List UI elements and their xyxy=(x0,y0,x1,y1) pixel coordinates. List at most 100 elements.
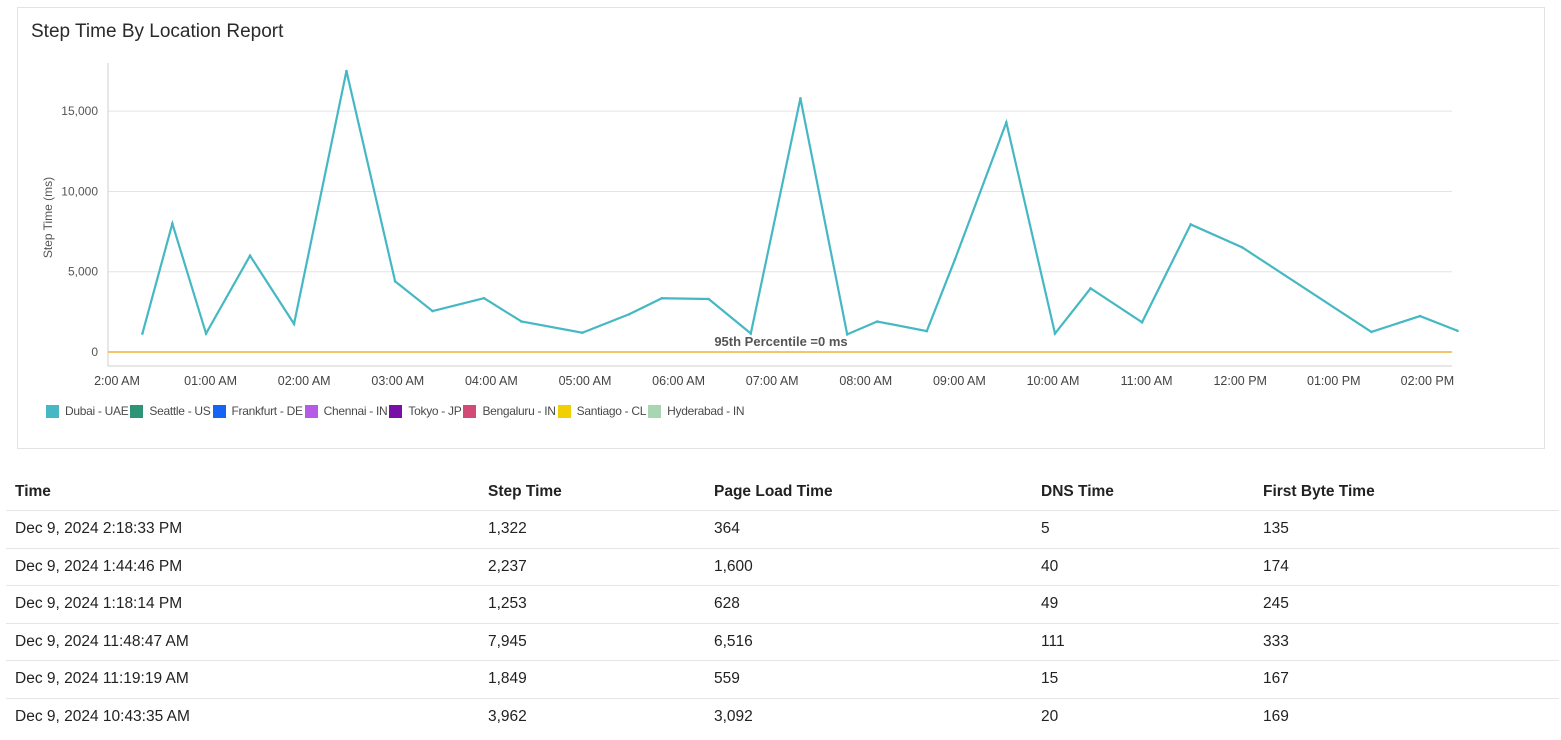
cell-first-byte-time: 174 xyxy=(1254,547,1559,586)
y-axis-label: Step Time (ms) xyxy=(41,177,55,258)
column-header-step-time[interactable]: Step Time xyxy=(488,483,562,500)
data-point xyxy=(660,296,664,300)
data-point xyxy=(875,320,879,323)
data-point xyxy=(581,331,584,335)
data-point xyxy=(1089,287,1092,290)
data-point xyxy=(1005,121,1008,124)
cell-time: Dec 9, 2024 10:43:35 AM xyxy=(6,697,479,735)
legend-item[interactable]: Santiago - CL xyxy=(557,404,648,418)
data-point xyxy=(1140,321,1144,324)
data-point xyxy=(171,222,174,225)
legend-item[interactable]: Frankfurt - DE xyxy=(212,404,305,418)
legend-swatch xyxy=(304,404,318,418)
data-point xyxy=(1418,314,1422,318)
cell-page-load-time: 559 xyxy=(705,660,1032,698)
data-point xyxy=(707,297,710,301)
legend-item[interactable]: Tokyo - JP xyxy=(389,404,463,418)
chart-legend: Dubai - UAE Seattle - US Frankfurt - DE Che… xyxy=(46,404,746,418)
cell-step-time: 1,253 xyxy=(479,585,705,623)
data-point xyxy=(141,332,144,335)
x-tick-label: 03:00 AM xyxy=(371,374,424,388)
data-point xyxy=(845,333,849,336)
column-header-time[interactable]: Time xyxy=(15,483,51,500)
cell-page-load-time: 3,092 xyxy=(705,697,1032,735)
cell-first-byte-time: 245 xyxy=(1254,585,1559,623)
cell-time: Dec 9, 2024 11:19:19 AM xyxy=(6,660,479,698)
data-point xyxy=(431,309,434,313)
chart-card: Step Time By Location Report 0 5,000 10,00… xyxy=(17,7,1545,449)
data-point xyxy=(953,258,957,261)
x-tick-label: 2:00 AM xyxy=(94,374,140,388)
x-tick-label: 11:00 AM xyxy=(1121,374,1173,388)
data-point xyxy=(1189,223,1193,226)
cell-dns-time: 20 xyxy=(1032,697,1254,735)
data-point xyxy=(248,254,252,257)
legend-item[interactable]: Seattle - US xyxy=(130,404,212,418)
data-point xyxy=(1456,329,1459,333)
x-tick-label: 05:00 AM xyxy=(559,374,612,388)
cell-time: Dec 9, 2024 2:18:33 PM xyxy=(6,510,479,548)
y-tick-label: 5,000 xyxy=(68,265,98,279)
cell-time: Dec 9, 2024 11:48:47 AM xyxy=(6,622,479,661)
data-point xyxy=(627,312,631,316)
x-tick-label: 01:00 PM xyxy=(1307,374,1361,388)
y-tick-label: 0 xyxy=(91,345,98,359)
cell-dns-time: 49 xyxy=(1032,585,1254,623)
x-tick-label: 02:00 AM xyxy=(278,374,331,388)
data-point xyxy=(1053,332,1057,335)
x-tick-label: 01:00 AM xyxy=(184,374,237,388)
series-line-dubai-uae xyxy=(141,70,1458,337)
cell-page-load-time: 364 xyxy=(705,510,1032,548)
table-row: Dec 9, 2024 11:19:19 AM 1,849 559 15 167 xyxy=(6,660,1559,698)
cell-step-time: 1,849 xyxy=(479,660,705,698)
legend-label: Hyderabad - IN xyxy=(667,404,745,418)
data-point xyxy=(1240,246,1244,249)
x-tick-label: 08:00 AM xyxy=(839,374,892,388)
table-row: Dec 9, 2024 11:48:47 AM 7,945 6,516 111 … xyxy=(6,622,1559,661)
data-point xyxy=(393,280,397,283)
cell-first-byte-time: 167 xyxy=(1254,660,1559,698)
cell-step-time: 1,322 xyxy=(479,510,705,548)
legend-item[interactable]: Dubai - UAE xyxy=(46,404,130,418)
cell-dns-time: 15 xyxy=(1032,660,1254,698)
table-row: Dec 9, 2024 2:18:33 PM 1,322 364 5 135 xyxy=(6,510,1559,548)
column-header-page-load-time[interactable]: Page Load Time xyxy=(714,483,833,500)
cell-step-time: 2,237 xyxy=(479,547,705,586)
legend-item[interactable]: Chennai - IN xyxy=(304,404,390,418)
legend-label: Frankfurt - DE xyxy=(231,404,303,418)
table-row: Dec 9, 2024 1:18:14 PM 1,253 628 49 245 xyxy=(6,585,1559,623)
chart-title: Step Time By Location Report xyxy=(31,21,284,42)
cell-page-load-time: 1,600 xyxy=(705,547,1032,586)
x-tick-label: 07:00 AM xyxy=(746,374,799,388)
table-row: Dec 9, 2024 1:44:46 PM 2,237 1,600 40 17… xyxy=(6,547,1559,586)
cell-dns-time: 40 xyxy=(1032,547,1254,586)
legend-swatch xyxy=(46,404,59,418)
y-tick-label: 10,000 xyxy=(61,184,98,198)
cell-page-load-time: 6,516 xyxy=(705,622,1032,661)
legend-item[interactable]: Bengaluru - IN xyxy=(463,404,557,418)
legend-item[interactable]: Hyderabad - IN xyxy=(648,404,746,418)
data-point xyxy=(799,97,802,100)
data-point xyxy=(204,332,208,335)
legend-swatch xyxy=(212,404,226,418)
legend-swatch xyxy=(389,404,403,418)
cell-time: Dec 9, 2024 1:18:14 PM xyxy=(6,585,479,623)
x-tick-label: 12:00 PM xyxy=(1213,374,1267,388)
data-point xyxy=(345,69,348,73)
legend-swatch xyxy=(130,404,144,418)
column-header-dns-time[interactable]: DNS Time xyxy=(1041,483,1114,500)
x-tick-label: 06:00 AM xyxy=(652,374,705,388)
legend-swatch xyxy=(463,404,477,418)
cell-dns-time: 5 xyxy=(1032,510,1254,548)
cell-step-time: 3,962 xyxy=(479,697,705,735)
x-tick-label: 02:00 PM xyxy=(1401,374,1455,388)
data-point xyxy=(749,332,753,335)
column-header-first-byte-time[interactable]: First Byte Time xyxy=(1263,483,1375,500)
x-tick-label: 10:00 AM xyxy=(1027,374,1080,388)
data-point xyxy=(292,322,296,326)
cell-first-byte-time: 135 xyxy=(1254,510,1559,548)
table-row: Dec 9, 2024 10:43:35 AM 3,962 3,092 20 1… xyxy=(6,697,1559,735)
data-point xyxy=(925,329,929,333)
data-point xyxy=(520,320,523,323)
legend-label: Chennai - IN xyxy=(323,404,388,418)
